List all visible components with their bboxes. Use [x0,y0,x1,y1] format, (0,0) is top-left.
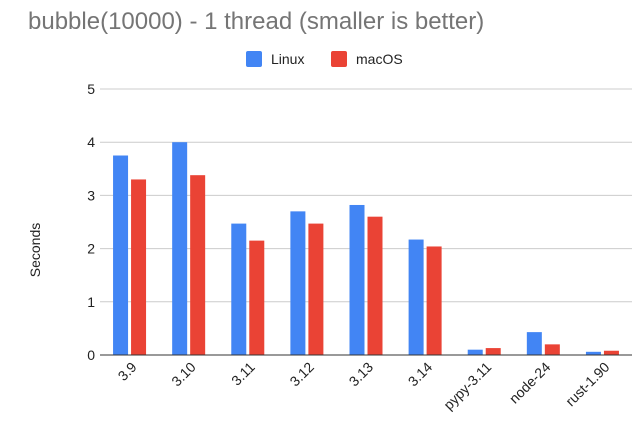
x-tick-label: 3.14 [405,359,436,390]
bar-linux [349,204,365,355]
y-axis-title: Seconds [27,223,43,277]
bar-macos [426,246,442,355]
chart-title: bubble(10000) - 1 thread (smaller is bet… [28,8,484,35]
legend-swatch-linux [246,51,262,67]
legend: Linux macOS [246,51,403,67]
x-tick-label: 3.13 [346,359,377,390]
bar-linux [172,142,188,355]
bar-macos [131,179,147,355]
legend-label-macos: macOS [356,51,403,67]
bar-macos [544,344,560,355]
y-tick-label: 0 [87,347,95,363]
y-axis-ticks: 0 1 2 3 4 5 [87,81,95,363]
x-tick-label: 3.9 [115,359,140,384]
y-tick-label: 3 [87,187,95,203]
bar-linux [526,332,542,355]
x-tick-label: 3.10 [168,359,199,390]
y-tick-label: 2 [87,241,95,257]
bar-linux [408,239,424,355]
bars [113,142,619,355]
y-tick-label: 1 [87,294,95,310]
bar-linux [113,155,129,355]
legend-swatch-macos [331,51,347,67]
legend-label-linux: Linux [271,51,304,67]
bar-macos [367,216,383,355]
bar-macos [249,240,265,355]
bar-macos [190,175,206,355]
x-tick-label: 3.11 [228,359,258,389]
bar-macos [308,223,324,355]
x-tick-label: node-24 [506,359,554,407]
bar-macos [485,348,501,355]
x-tick-label: 3.12 [286,359,317,390]
bar-linux [231,223,247,355]
y-tick-label: 4 [87,134,95,150]
bar-linux [290,211,306,355]
gridlines [100,88,632,303]
bar-macos [603,350,619,355]
y-tick-label: 5 [87,81,95,97]
bar-linux [585,351,601,355]
x-axis-ticks: 3.9 3.10 3.11 3.12 3.13 3.14 pypy-3.11 node-24 r… [115,359,613,413]
bar-linux [467,349,483,355]
x-tick-label: pypy-3.11 [440,359,494,413]
x-tick-label: rust-1.90 [562,359,613,410]
